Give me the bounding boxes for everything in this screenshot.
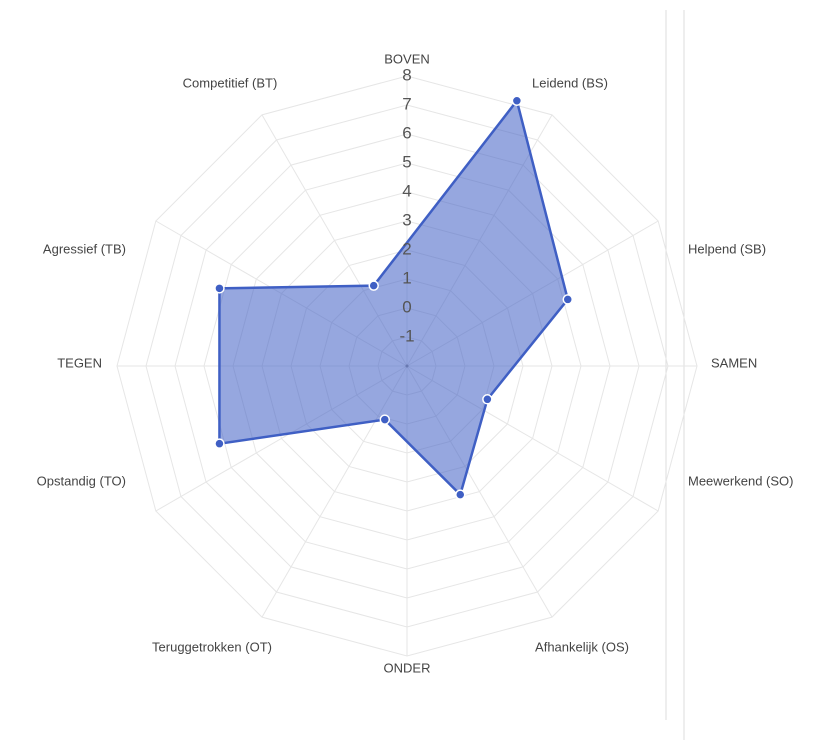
r-tick-label: 1 <box>402 268 411 287</box>
radar-point <box>455 489 466 500</box>
category-label: Competitief (BT) <box>183 75 278 90</box>
radar-point <box>482 394 493 405</box>
radar-point <box>368 280 379 291</box>
r-tick-label: 4 <box>402 181 411 200</box>
category-label: Afhankelijk (OS) <box>535 639 629 654</box>
radar-point <box>379 414 391 425</box>
r-tick-label: 8 <box>402 65 411 84</box>
grid-ring <box>116 75 698 657</box>
r-tick-label: 6 <box>402 123 411 142</box>
category-label: SAMEN <box>711 355 757 370</box>
category-label: BOVEN <box>384 51 430 66</box>
radar-area <box>218 97 570 497</box>
r-tick-label: 3 <box>402 210 411 229</box>
category-label: Agressief (TB) <box>43 241 126 256</box>
r-tick-label: 7 <box>402 94 411 113</box>
category-label: ONDER <box>384 660 431 675</box>
category-label: Helpend (SB) <box>688 241 766 256</box>
radar-point <box>214 283 225 294</box>
category-label: Leidend (BS) <box>532 75 608 90</box>
category-label: Meewerkend (SO) <box>688 473 793 488</box>
category-label: TEGEN <box>57 355 102 370</box>
radar-point <box>562 294 574 305</box>
grid-ring <box>145 104 669 628</box>
grid-ring <box>174 133 640 599</box>
grid-ring <box>203 162 611 570</box>
r-tick-label: 2 <box>402 239 411 258</box>
category-label: Teruggetrokken (OT) <box>152 639 272 654</box>
r-tick-label: 5 <box>402 152 411 171</box>
radar-point <box>214 438 225 449</box>
r-tick-label: -1 <box>399 326 414 345</box>
radar-point <box>511 95 523 107</box>
r-tick-label: 0 <box>402 297 411 316</box>
category-label: Opstandig (TO) <box>37 473 126 488</box>
